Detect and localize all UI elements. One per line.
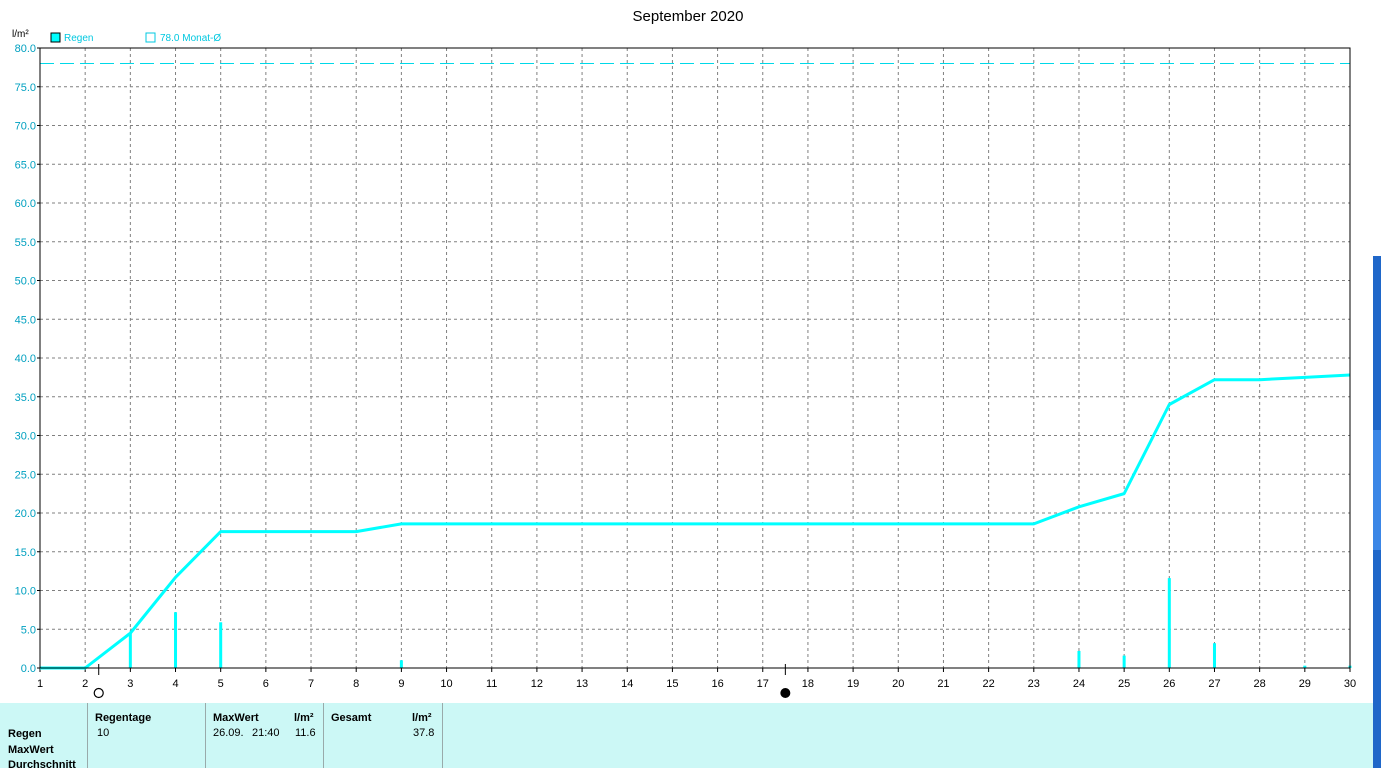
maxwert-time: 21:40 — [252, 727, 280, 739]
daily-rain-bar — [1212, 643, 1216, 668]
y-tick-label: 25.0 — [15, 469, 36, 481]
x-axis-ticks: 1 2 3 4 5 6 7 8 9 10 11 12 13 14 15 16 17 18 19 20 21 22 23 24 2… — [37, 668, 1356, 690]
moon-phase-markers — [93, 664, 791, 699]
gesamt-unit: l/m² — [412, 712, 432, 724]
y-tick-label: 45.0 — [15, 314, 36, 326]
grid — [40, 48, 1350, 668]
x-tick-label: 24 — [1073, 678, 1085, 690]
x-tick-label: 21 — [937, 678, 949, 690]
row-label-durchschnitt: Durchschnitt — [8, 759, 76, 771]
x-tick-label: 16 — [711, 678, 723, 690]
cumulative-rain-line — [40, 373, 1351, 670]
plot-border — [39, 47, 1351, 669]
daily-rain-bar — [219, 622, 223, 668]
gesamt-value: 37.8 — [413, 727, 435, 739]
x-tick-label: 11 — [486, 678, 497, 690]
gesamt-header: Gesamt — [331, 712, 372, 724]
daily-rain-bar — [1077, 650, 1081, 668]
y-tick-label: 0.0 — [21, 663, 36, 675]
x-tick-label: 17 — [757, 678, 769, 690]
legend-swatch-regen — [50, 32, 61, 43]
daily-rain-bar — [1122, 655, 1126, 668]
x-tick-label: 4 — [172, 678, 178, 690]
y-tick-label: 75.0 — [15, 82, 36, 94]
x-tick-label: 25 — [1118, 678, 1130, 690]
x-tick-label: 10 — [440, 678, 452, 690]
x-tick-label: 8 — [353, 678, 359, 690]
y-tick-label: 70.0 — [15, 121, 36, 133]
x-tick-label: 14 — [621, 678, 633, 690]
x-tick-label: 28 — [1254, 678, 1266, 690]
plot-frame — [39, 47, 1351, 669]
maxwert-unit: l/m² — [294, 712, 314, 724]
x-tick-label: 19 — [847, 678, 859, 690]
x-tick-label: 6 — [263, 678, 269, 690]
x-tick-label: 13 — [576, 678, 588, 690]
y-tick-label: 55.0 — [15, 237, 36, 249]
regentage-value: 10 — [97, 727, 110, 739]
x-tick-label: 12 — [531, 678, 543, 690]
cumulative-rain-series — [40, 373, 1351, 670]
x-tick-label: 5 — [218, 678, 224, 690]
daily-rain-bar — [1167, 578, 1171, 668]
x-tick-label: 22 — [982, 678, 994, 690]
x-tick-label: 26 — [1163, 678, 1175, 690]
y-tick-label: 35.0 — [15, 392, 36, 404]
maxwert-value: 11.6 — [295, 727, 316, 739]
rain-chart: September 2020 l/m² Regen 78.0 Monat-Ø 0… — [12, 8, 1356, 699]
y-tick-label: 5.0 — [21, 624, 36, 636]
legend: Regen 78.0 Monat-Ø — [50, 32, 221, 44]
x-tick-label: 2 — [82, 678, 88, 690]
full-moon-icon — [780, 688, 791, 698]
daily-rain-bar — [1303, 665, 1307, 668]
x-tick-label: 7 — [308, 678, 314, 690]
legend-label-average: 78.0 Monat-Ø — [160, 33, 221, 44]
gesamt-column: Gesamt l/m² 37.8 — [323, 703, 443, 768]
new-moon-icon — [93, 687, 104, 699]
x-tick-label: 1 — [37, 678, 43, 690]
row-label-maxwert: MaxWert — [8, 744, 54, 756]
x-tick-label: 15 — [666, 678, 678, 690]
regentage-column: Regentage 10 — [87, 703, 206, 768]
y-axis-unit: l/m² — [12, 29, 29, 40]
maxwert-column: MaxWert l/m² 26.09. 21:40 11.6 — [205, 703, 324, 768]
y-axis-ticks: 0.0 5.0 10.0 15.0 20.0 25.0 30.0 35.0 40.0 45.0 50… — [15, 43, 40, 675]
regentage-header: Regentage — [95, 712, 152, 724]
x-tick-label: 29 — [1299, 678, 1311, 690]
daily-rain-bar — [128, 633, 132, 668]
y-tick-label: 40.0 — [15, 353, 36, 365]
y-tick-label: 50.0 — [15, 276, 36, 288]
x-tick-label: 30 — [1344, 678, 1356, 690]
daily-rain-bar — [399, 660, 403, 668]
y-tick-label: 15.0 — [15, 547, 36, 559]
x-tick-label: 3 — [127, 678, 133, 690]
legend-swatch-average — [145, 32, 156, 43]
chart-title: September 2020 — [633, 8, 744, 25]
y-tick-label: 80.0 — [15, 43, 36, 55]
legend-label-regen: Regen — [64, 33, 93, 44]
x-tick-label: 27 — [1208, 678, 1220, 690]
y-tick-label: 20.0 — [15, 508, 36, 520]
row-label-regen: Regen — [8, 728, 42, 740]
y-tick-label: 65.0 — [15, 159, 36, 171]
y-tick-label: 60.0 — [15, 198, 36, 210]
x-tick-label: 23 — [1028, 678, 1040, 690]
daily-rain-bars — [128, 578, 1352, 668]
window-edge-highlight — [1373, 430, 1381, 550]
x-tick-label: 20 — [892, 678, 904, 690]
maxwert-header: MaxWert — [213, 712, 259, 724]
y-tick-label: 10.0 — [15, 586, 36, 598]
maxwert-date: 26.09. — [213, 727, 244, 739]
daily-rain-bar — [174, 612, 178, 668]
y-tick-label: 30.0 — [15, 431, 36, 443]
summary-panel: Regen MaxWert Durchschnitt Regentage 10 … — [0, 703, 1373, 771]
x-tick-label: 18 — [802, 678, 814, 690]
x-tick-label: 9 — [398, 678, 404, 690]
